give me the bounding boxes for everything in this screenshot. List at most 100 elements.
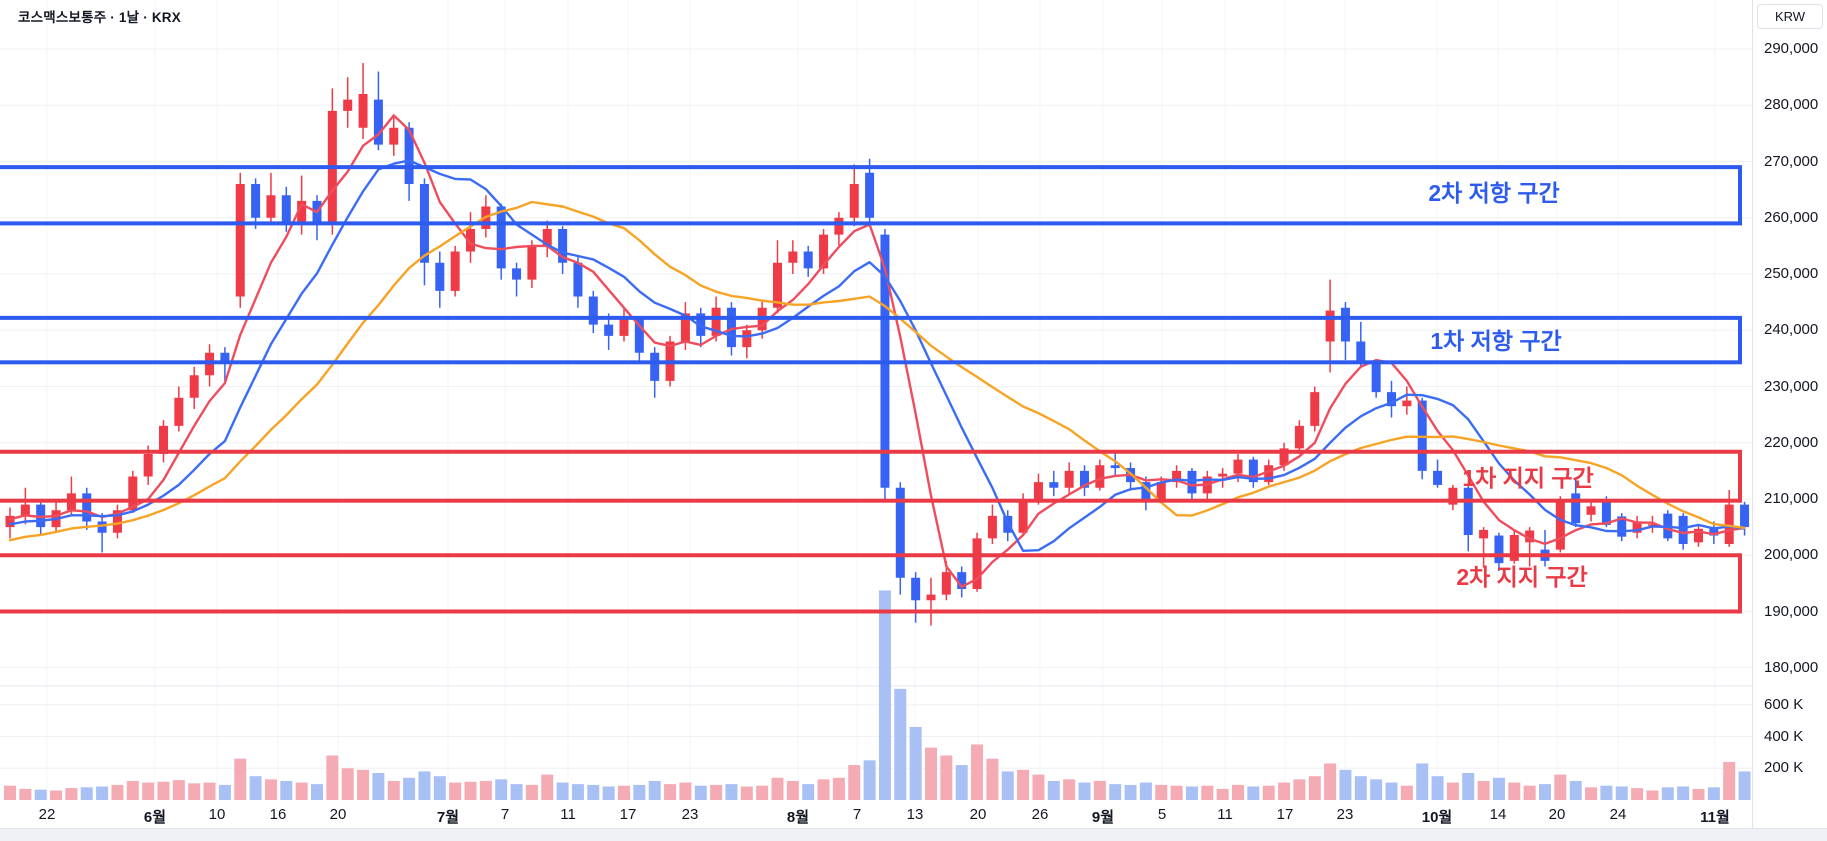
volume-bar bbox=[96, 786, 109, 800]
volume-bar bbox=[280, 780, 293, 800]
candle-body bbox=[680, 313, 690, 342]
time-axis-day-label: 11 bbox=[560, 806, 576, 823]
volume-bar bbox=[1262, 785, 1275, 800]
price-axis-label: 210,000 bbox=[1764, 490, 1819, 507]
symbol-title[interactable]: 코스맥스보통주 · 1날 · KRX bbox=[18, 10, 181, 25]
volume-bar bbox=[1631, 788, 1644, 800]
volume-bar bbox=[1385, 782, 1398, 800]
candle-body bbox=[343, 99, 353, 111]
candle-body bbox=[1601, 499, 1611, 525]
candle-body bbox=[1218, 473, 1228, 477]
support-1-zone-label[interactable]: 1차 지지 구간 bbox=[1462, 465, 1593, 491]
candle-body bbox=[834, 217, 844, 235]
volume-bar bbox=[1339, 769, 1352, 800]
candle-body bbox=[1402, 400, 1412, 407]
candle-body bbox=[558, 229, 568, 263]
price-axis-label: 180,000 bbox=[1764, 658, 1819, 676]
volume-bar bbox=[188, 783, 201, 800]
resistance-2-zone-label[interactable]: 2차 저항 구간 bbox=[1428, 180, 1559, 206]
time-axis-month-label: 10월 bbox=[1421, 809, 1453, 826]
time-axis-day-label: 13 bbox=[906, 806, 924, 823]
candle-body bbox=[97, 521, 107, 533]
resistance-2-zone-box[interactable] bbox=[0, 165, 1742, 226]
candle-body bbox=[926, 594, 936, 601]
volume-bar bbox=[940, 755, 953, 800]
candle-body bbox=[174, 397, 184, 426]
volume-bar bbox=[802, 784, 815, 800]
volume-bar bbox=[1661, 787, 1674, 800]
time-axis-day-label: 23 bbox=[1336, 806, 1354, 823]
candle-body bbox=[1617, 516, 1627, 537]
candle-body bbox=[987, 515, 997, 539]
price-axis[interactable]: KRW 290,000 280,000 270,000 260,000 250,000 2… bbox=[1752, 0, 1827, 828]
candle-body bbox=[1509, 535, 1519, 561]
price-axis-label: 250,000 bbox=[1764, 265, 1819, 282]
candle-body bbox=[542, 229, 552, 246]
candle-body bbox=[773, 262, 782, 308]
time-axis-day-label: 14 bbox=[1489, 806, 1507, 823]
candle-body bbox=[1694, 528, 1703, 543]
candle-body bbox=[1110, 465, 1120, 469]
volume-bar bbox=[1646, 790, 1659, 800]
candle-body bbox=[726, 307, 736, 348]
volume-bar bbox=[1492, 777, 1505, 800]
candle-body bbox=[650, 352, 660, 381]
candle-body bbox=[1494, 535, 1504, 564]
candle-body bbox=[496, 206, 506, 269]
volume-bar bbox=[65, 788, 78, 800]
candle-body bbox=[895, 487, 905, 578]
candle-body bbox=[1294, 425, 1304, 449]
volume-bar bbox=[1416, 763, 1429, 800]
candle-body bbox=[297, 200, 307, 224]
candle-body bbox=[1709, 527, 1719, 536]
volume-bar bbox=[218, 784, 231, 800]
volume-bar bbox=[1600, 785, 1613, 800]
candle-body bbox=[1064, 470, 1074, 488]
price-axis-label: 230,000 bbox=[1764, 377, 1819, 395]
resistance-1-zone-box[interactable] bbox=[0, 315, 1742, 365]
candle-body bbox=[696, 313, 706, 336]
candle-body bbox=[112, 510, 122, 533]
candle-body bbox=[619, 319, 629, 336]
support-2-zone-box[interactable] bbox=[0, 553, 1742, 614]
currency-toggle-button[interactable]: KRW bbox=[1757, 4, 1823, 29]
volume-bar bbox=[142, 782, 155, 800]
candle-body bbox=[281, 195, 291, 224]
volume-bar bbox=[1707, 787, 1720, 800]
candle-body bbox=[849, 184, 859, 218]
time-axis-day-label: 22 bbox=[38, 806, 56, 823]
volume-bar bbox=[34, 789, 47, 800]
volume-bar bbox=[357, 769, 370, 800]
volume-bar bbox=[633, 784, 646, 800]
volume-bar bbox=[909, 726, 922, 800]
candle-body bbox=[1325, 310, 1335, 342]
time-axis-month-label: 11월 bbox=[1700, 809, 1730, 826]
time-axis-day-label: 26 bbox=[1031, 806, 1049, 823]
volume-bar bbox=[786, 780, 799, 800]
candle-body bbox=[788, 251, 798, 263]
candle-body bbox=[466, 229, 475, 252]
resistance-1-zone-label[interactable]: 1차 저항 구간 bbox=[1430, 328, 1561, 354]
candlestick-chart[interactable]: 2차 저항 구간 1차 저항 구간 1차 지지 구간 2차 지지 구간 bbox=[0, 0, 1752, 828]
candle-body bbox=[1387, 392, 1396, 407]
candle-body bbox=[450, 251, 460, 291]
volume-bar bbox=[679, 782, 692, 800]
volume-bar bbox=[602, 786, 615, 800]
candle-body bbox=[373, 99, 383, 145]
volume-bar bbox=[1216, 788, 1229, 800]
support-1-zone-box[interactable] bbox=[0, 449, 1742, 503]
support-2-zone-label[interactable]: 2차 지지 구간 bbox=[1456, 564, 1587, 590]
time-axis-day-label: 20 bbox=[969, 806, 987, 823]
volume-bar bbox=[878, 590, 891, 800]
volume-bar bbox=[249, 776, 262, 800]
candle-body bbox=[1724, 504, 1734, 544]
candle-body bbox=[1632, 521, 1642, 533]
candle-body bbox=[957, 572, 967, 589]
volume-bar bbox=[1446, 782, 1459, 800]
volume-bar bbox=[50, 790, 63, 800]
time-axis[interactable]: 22 6월 10 16 20 7월 7 11 17 23 8월 7 13 20 26 9월 5 11 17 23 10월… bbox=[0, 800, 1752, 828]
volume-bar bbox=[387, 780, 400, 800]
candle-body bbox=[1141, 482, 1151, 499]
volume-bar bbox=[648, 780, 661, 800]
volume-bar bbox=[1692, 788, 1705, 800]
